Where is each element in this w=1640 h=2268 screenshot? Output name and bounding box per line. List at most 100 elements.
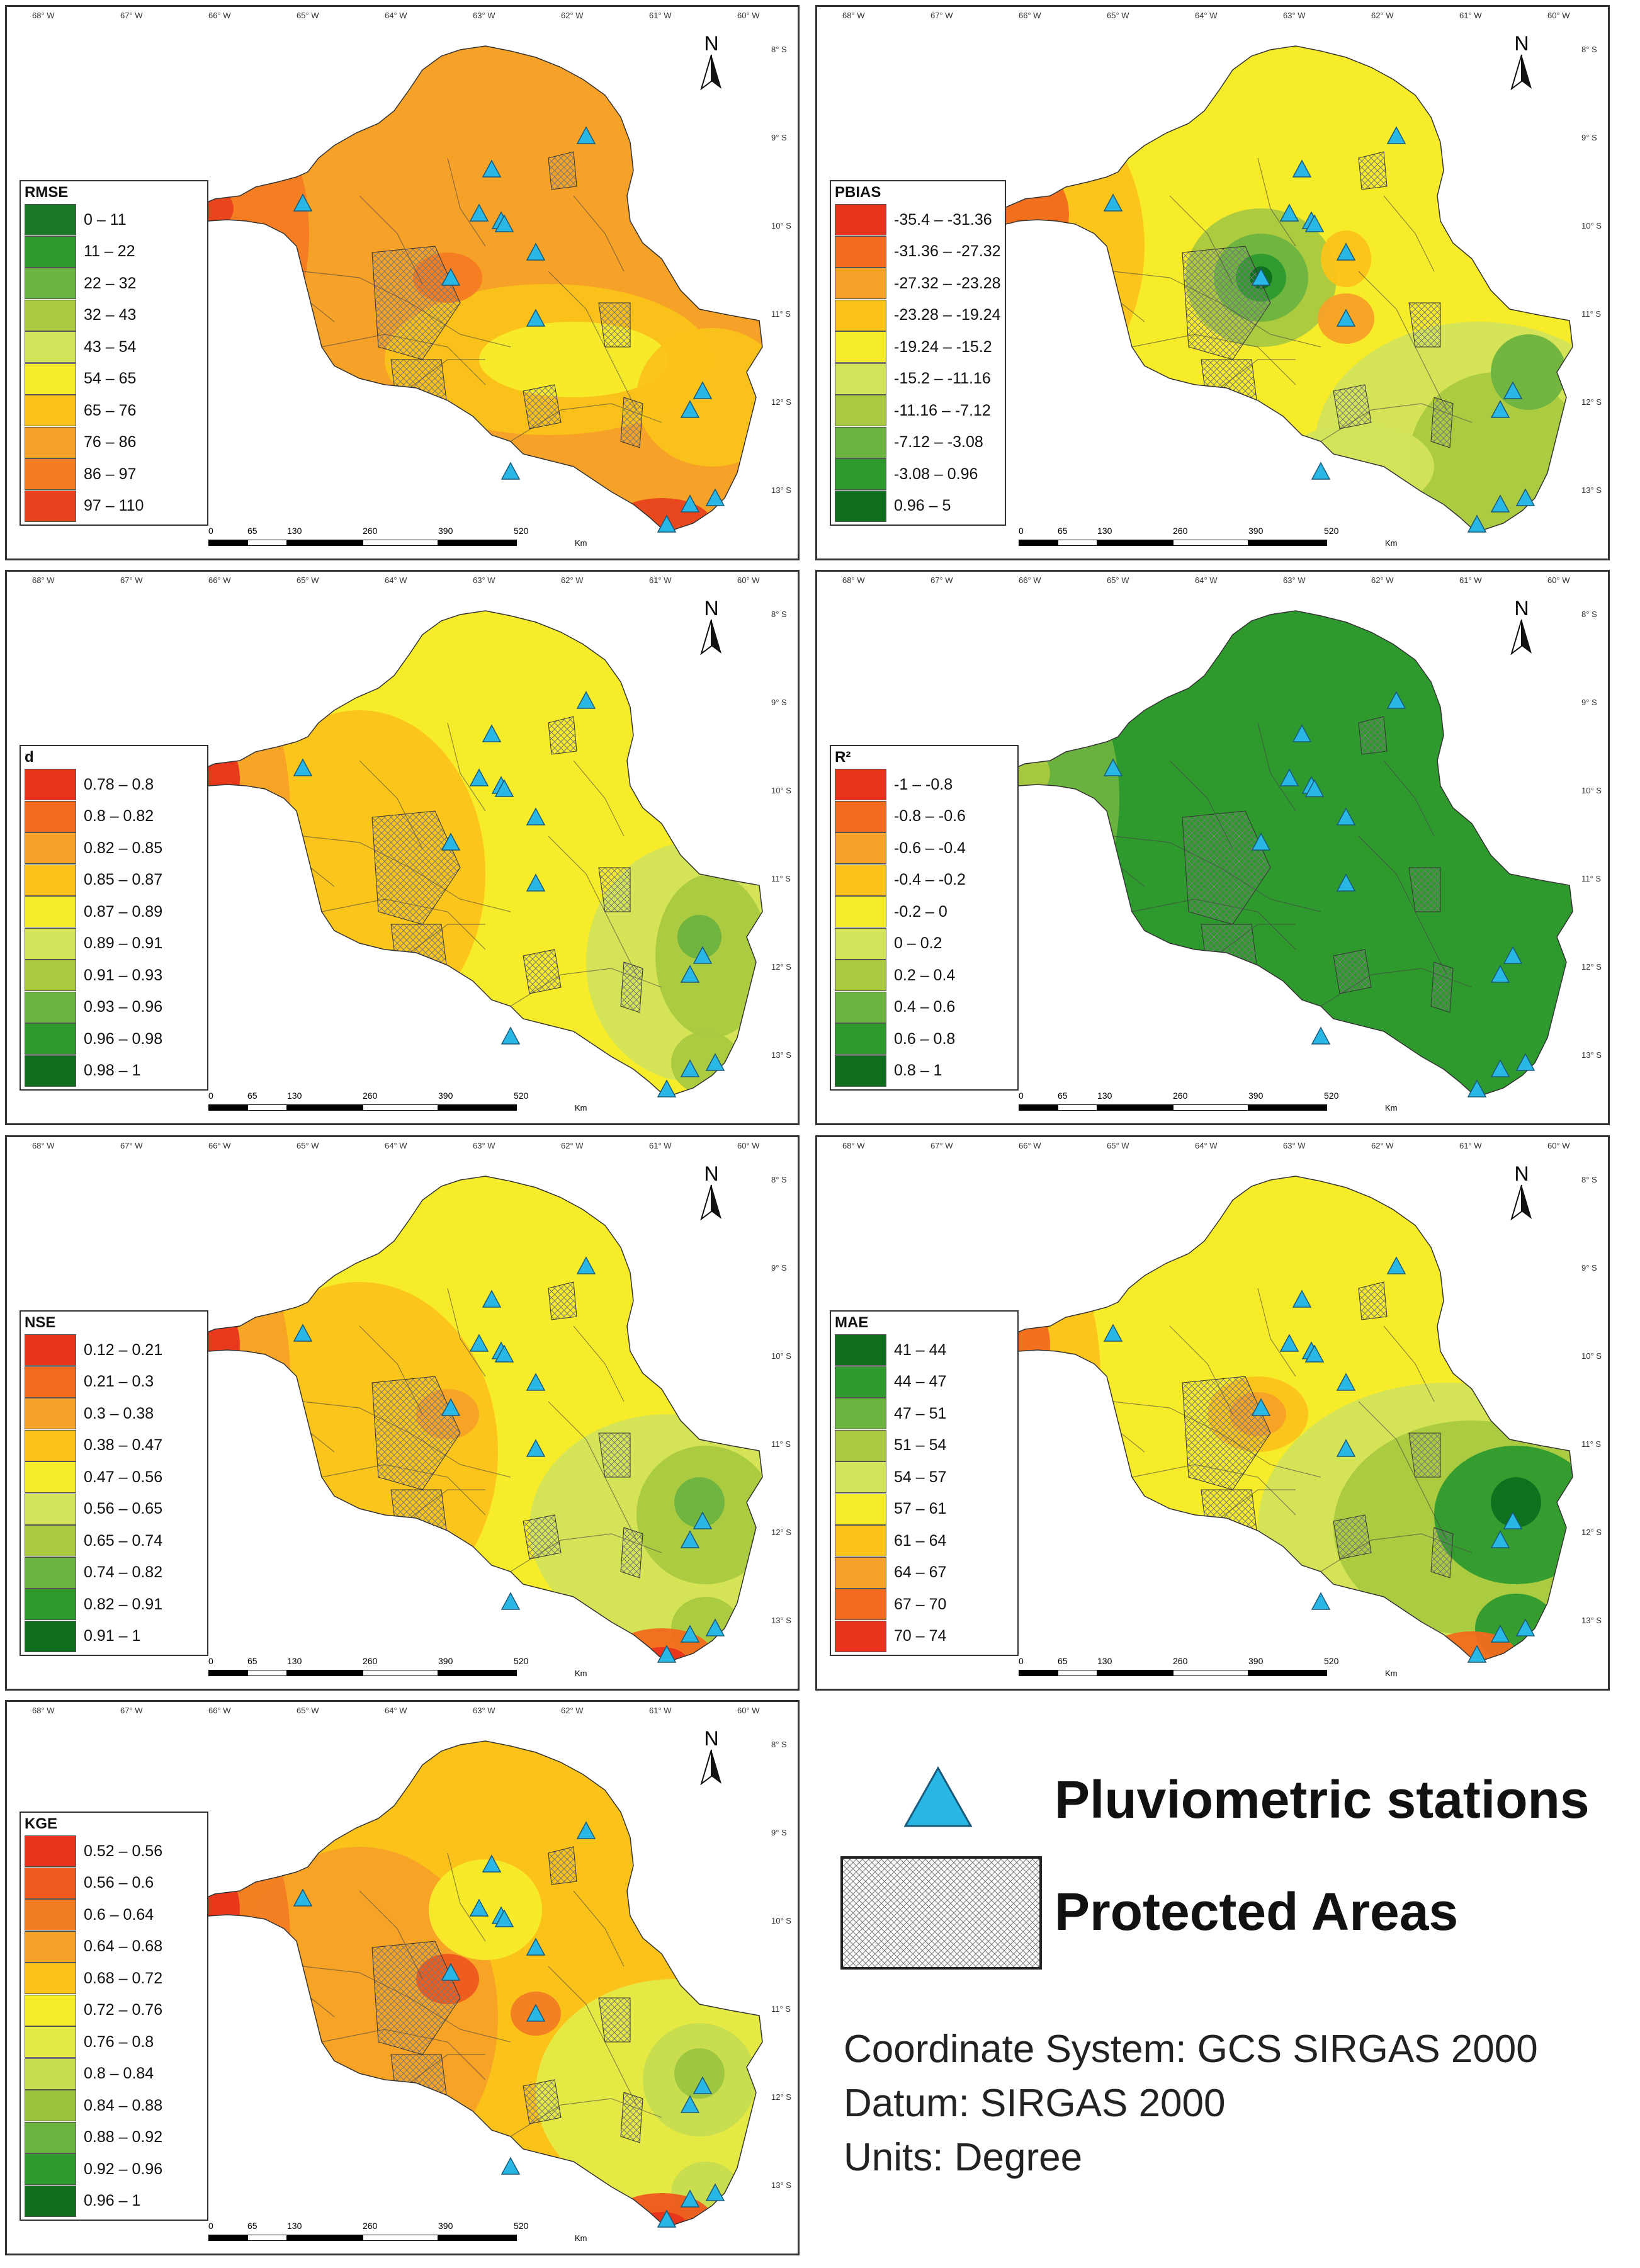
scale-bar: 0 65 130 260 390 520 Km — [1019, 526, 1398, 551]
legend-row: -19.24 – -15.2 — [835, 331, 1001, 363]
municipal-boundary — [409, 2054, 485, 2084]
legend-row: 0.52 – 0.56 — [25, 1835, 203, 1868]
scale-number: 65 — [1058, 1091, 1068, 1101]
scale-segment — [247, 1670, 287, 1676]
station-marker — [693, 1511, 713, 1529]
value-zone — [429, 1859, 542, 1960]
legend-swatch — [25, 896, 76, 928]
legend-swatch — [835, 769, 886, 801]
longitude-tick: 68° W — [842, 576, 865, 585]
legend-label: -11.16 – -7.12 — [894, 401, 991, 419]
north-arrow-icon: N — [1504, 598, 1539, 655]
longitude-tick: 61° W — [649, 1706, 672, 1715]
legend-label: 0.12 – 0.21 — [84, 1341, 163, 1359]
legend-swatch — [25, 2121, 76, 2153]
longitude-tick: 68° W — [842, 1141, 865, 1150]
longitude-tick: 68° W — [32, 1706, 55, 1715]
legend-row: 22 – 32 — [25, 268, 203, 300]
legend-row: 67 – 70 — [835, 1589, 1014, 1621]
scale-number: 520 — [514, 526, 529, 536]
scale-segment — [1058, 1670, 1097, 1676]
legend-swatch — [25, 1556, 76, 1589]
protected-area — [371, 810, 461, 925]
municipal-boundary — [1320, 403, 1473, 442]
station-marker — [469, 203, 489, 222]
scale-segment — [1248, 1104, 1327, 1111]
legend-row: 51 – 54 — [835, 1429, 1014, 1462]
legend-label: 0.65 – 0.74 — [84, 1531, 163, 1550]
municipal-boundary — [321, 2029, 486, 2080]
longitude-tick: 63° W — [473, 1141, 495, 1150]
legend-row: 0.98 – 1 — [25, 1055, 203, 1087]
legend-row: 0.38 – 0.47 — [25, 1429, 203, 1462]
longitude-tick: 67° W — [120, 576, 143, 585]
station-marker — [693, 2076, 713, 2094]
scale-number: 390 — [438, 1656, 453, 1666]
legend-swatch — [25, 490, 76, 522]
municipal-boundary — [302, 1401, 511, 1478]
municipal-boundary — [359, 760, 423, 849]
legend-row: -27.32 – -23.28 — [835, 268, 1001, 300]
protected-area — [661, 195, 684, 237]
legend-row: 61 – 64 — [835, 1525, 1014, 1557]
legend-label: 22 – 32 — [84, 274, 137, 292]
legend-swatch — [835, 1589, 886, 1621]
station-marker — [705, 2183, 725, 2201]
legend-row: 0.47 – 0.56 — [25, 1461, 203, 1494]
station-marker — [293, 1888, 313, 1907]
legend-label: 0.93 – 0.96 — [84, 998, 163, 1016]
legend-swatch — [835, 1055, 886, 1087]
municipal-boundary — [1358, 1401, 1447, 1541]
scale-number: 520 — [1324, 526, 1339, 536]
legend-swatch — [25, 1620, 76, 1652]
latitude-tick: 11° S — [771, 874, 791, 883]
coordinate-system-text: Coordinate System: GCS SIRGAS 2000 — [844, 2027, 1538, 2071]
latitude-tick: 9° S — [771, 1828, 787, 1837]
legend-label: 51 – 54 — [894, 1436, 947, 1454]
legend-row: 0.56 – 0.65 — [25, 1493, 203, 1526]
station-marker — [1515, 488, 1535, 506]
station-marker — [1386, 126, 1406, 144]
legend-label: 54 – 65 — [84, 370, 137, 388]
legend-swatch — [25, 2090, 76, 2122]
protected-area — [1182, 1376, 1271, 1490]
legend-row: 57 – 61 — [835, 1493, 1014, 1526]
legend-swatch — [25, 1461, 76, 1494]
state-outline — [176, 1740, 763, 2225]
legend-swatch — [25, 1334, 76, 1366]
scale-number: 390 — [438, 2221, 453, 2231]
legend-label: 67 – 70 — [894, 1595, 947, 1613]
scale-number: 130 — [287, 1091, 302, 1101]
station-marker — [1304, 779, 1325, 797]
protected-area — [390, 1489, 448, 1541]
scale-segment — [247, 540, 287, 546]
scale-segment — [363, 1104, 438, 1111]
legend-title: RMSE — [25, 184, 69, 201]
legend-swatch — [835, 1334, 886, 1366]
latitude-tick: 10° S — [771, 786, 791, 795]
legend-swatch — [835, 395, 886, 427]
north-label: N — [704, 1727, 719, 1750]
latitude-tick: 10° S — [1581, 221, 1602, 230]
protected-area — [523, 2079, 562, 2124]
protected-area — [620, 961, 643, 1013]
legend-row: 54 – 65 — [25, 363, 203, 395]
map-canvas — [987, 1176, 1573, 1663]
station-marker — [1103, 1324, 1123, 1342]
legend-swatch — [25, 395, 76, 427]
station-marker — [526, 2004, 546, 2022]
longitude-tick: 60° W — [1547, 1141, 1570, 1150]
municipal-boundary — [510, 968, 662, 1007]
legend-swatch — [835, 991, 886, 1023]
scale-segment — [1019, 1670, 1058, 1676]
scale-segment — [287, 540, 363, 546]
scale-unit: Km — [1385, 1103, 1398, 1113]
longitude-tick: 62° W — [1371, 11, 1394, 20]
scale-number: 130 — [1097, 526, 1112, 536]
value-zone — [1491, 334, 1566, 410]
legend-row: 0.65 – 0.74 — [25, 1525, 203, 1557]
latitude-tick: 13° S — [771, 1616, 791, 1625]
north-arrow-icon: N — [694, 1164, 729, 1221]
scale-number: 0 — [208, 526, 213, 536]
latitude-tick: 10° S — [1581, 1351, 1602, 1361]
